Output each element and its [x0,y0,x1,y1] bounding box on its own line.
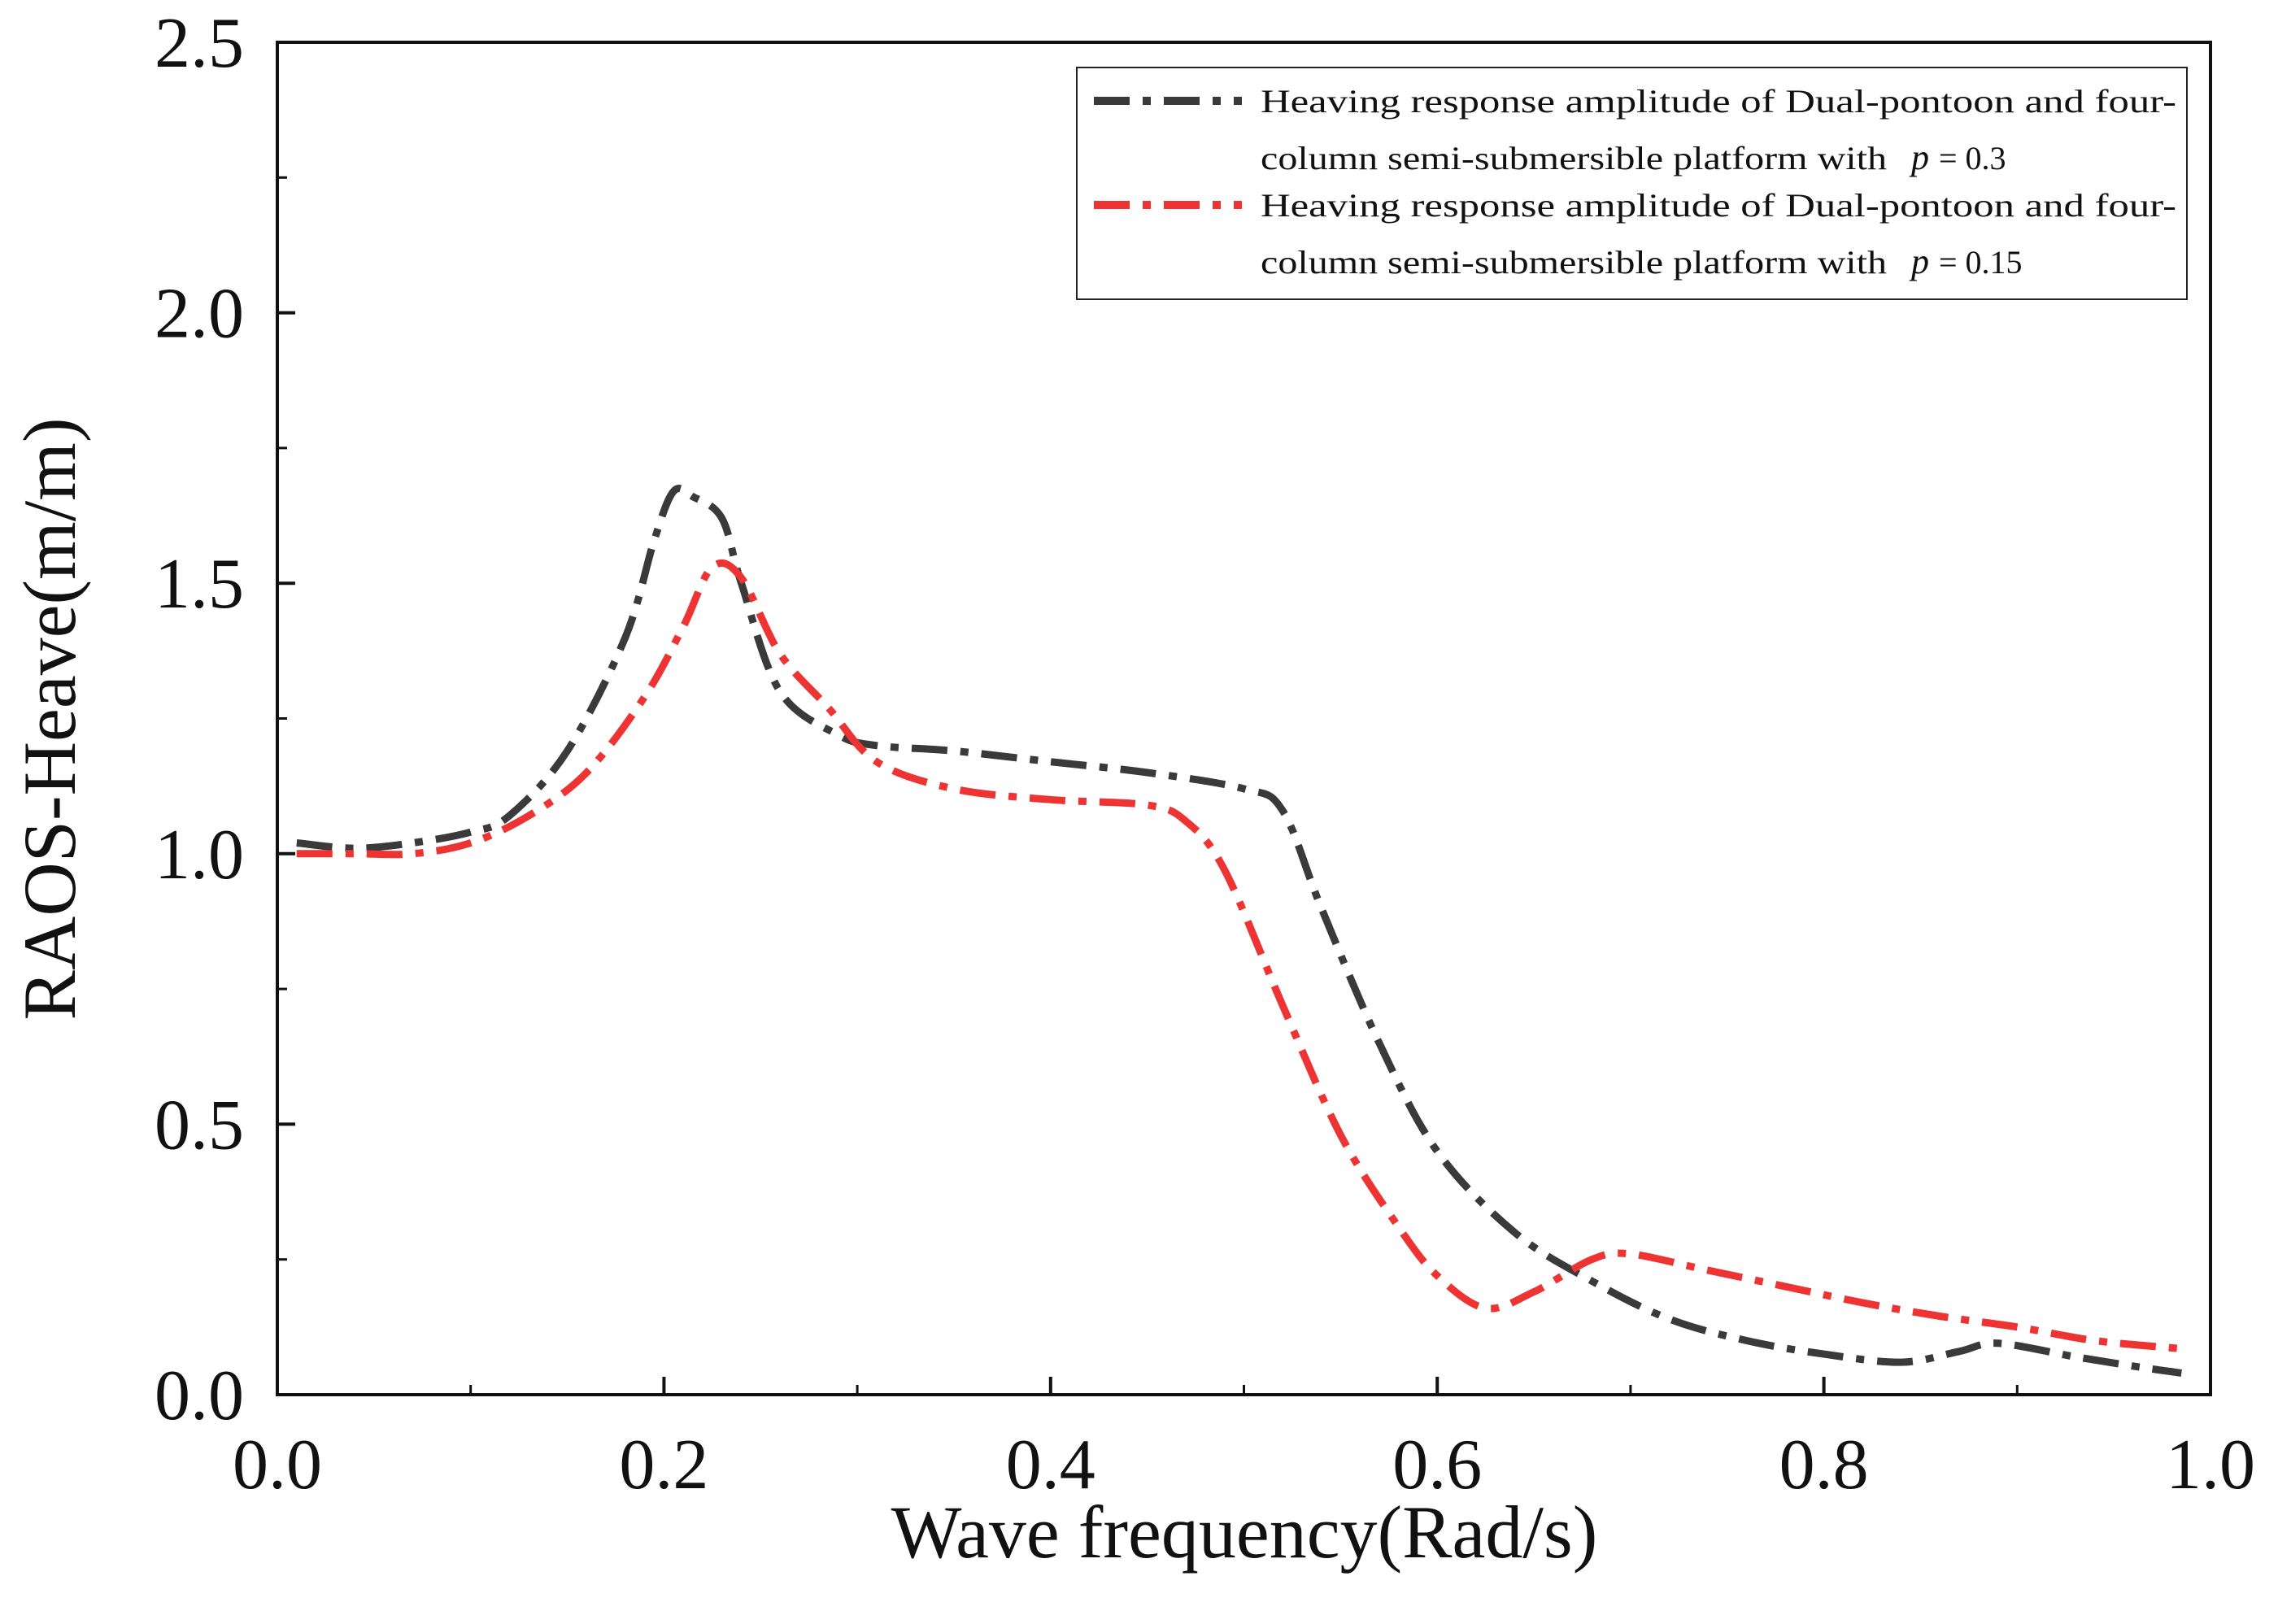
legend-label-p015-line1: Heaving response amplitude of Dual-ponto… [1261,187,2176,224]
legend: Heaving response amplitude of Dual-ponto… [1076,67,2188,300]
y-tick-label: 1.0 [155,816,244,895]
legend-label-p03-line2: column semi-submersible platform with [1261,140,1887,176]
x-tick-label: 1.0 [2166,1426,2255,1504]
x-axis-title: Wave frequency(Rad/s) [891,1491,1598,1574]
axis-tick-labels: 0.0 0.2 0.4 0.6 0.8 1.0 0.0 0.5 1.0 1.5 2.0 2.5 [155,4,2255,1504]
y-tick-label: 1.5 [155,545,244,624]
plot-lines [296,485,2182,1377]
series-line-p015 [296,559,2182,1352]
x-tick-label: 0.2 [619,1426,708,1504]
x-tick-label: 0.4 [1006,1426,1095,1504]
x-tick-label: 0.8 [1779,1426,1869,1504]
series-line-p03 [296,485,2182,1377]
x-tick-label: 0.0 [233,1426,322,1504]
y-tick-label: 2.0 [155,275,244,354]
legend-symbol-p03: p [1909,137,1929,177]
y-tick-label: 2.5 [155,4,244,83]
legend-symbol-p015: p [1909,242,1929,281]
legend-label-p015-line2: column semi-submersible platform with [1261,244,1887,281]
axis-ticks [276,41,2212,1396]
y-tick-label: 0.0 [155,1356,244,1435]
legend-box [1076,67,2188,300]
legend-value-p015: = 0.15 [1939,244,2023,281]
y-axis-title: RAOS-Heave(m/m) [8,418,91,1021]
legend-value-p03: = 0.3 [1939,140,2006,176]
x-tick-label: 0.6 [1392,1426,1482,1504]
legend-label-p03-line1: Heaving response amplitude of Dual-ponto… [1261,83,2176,120]
y-tick-label: 0.5 [155,1086,244,1165]
